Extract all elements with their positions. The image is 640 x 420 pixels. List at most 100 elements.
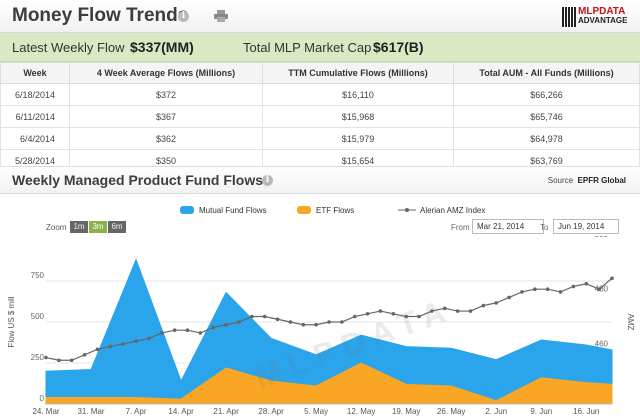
y2-tick-label: 480 [595,285,609,294]
amz-point [520,290,524,294]
table-header-row: Week 4 Week Average Flows (Millions) TTM… [0,62,640,84]
amz-point [275,317,280,322]
logo-line2: ADVANTAGE [578,16,628,25]
header-bar: Money Flow Trends i MLPDATA ADVANTAGE [0,0,640,33]
amz-point [237,320,241,324]
amz-point [327,320,331,324]
amz-point [69,358,74,363]
print-icon[interactable] [214,10,228,22]
cell-ttm: $16,110 [262,83,454,106]
cell-week: 6/4/2014 [0,127,70,150]
amz-point [211,325,216,330]
legend-label-amz: Alerian AMZ Index [420,206,486,215]
logo-line1: MLPDATA [578,6,626,17]
amz-point [494,301,499,305]
table-row: 6/11/2014 $367 $15,968 $65,746 [0,105,640,128]
from-label: From [451,223,470,232]
legend-item-etf[interactable]: ETF Flows [297,206,354,215]
legend-label-etf: ETF Flows [316,206,355,215]
x-tick-label: 12. May [347,407,375,416]
amz-point [352,314,357,319]
amz-point [44,355,48,360]
cell-aum: $65,746 [453,105,640,128]
y2-tick-label: 500 [595,236,609,239]
col-4wk-avg: 4 Week Average Flows (Millions) [69,62,263,84]
amz-point [507,295,511,300]
weekly-flow-label: Latest Weekly Flow [12,40,125,55]
source-note: Source EPFR Global [548,176,626,185]
to-date-input[interactable]: Jun 19, 2014 [553,219,619,234]
source-label: Source [547,176,574,185]
y2-axis-title: AMZ [626,314,635,331]
col-ttm: TTM Cumulative Flows (Millions) [262,62,454,84]
market-cap-value: $617(B) [373,39,424,55]
amz-point [404,314,408,319]
zoom-6m-button[interactable]: 6m [108,221,126,233]
amz-point [57,358,61,363]
from-date-input[interactable]: Mar 21, 2014 [472,219,544,234]
cell-week: 6/18/2014 [0,83,70,106]
amz-point [262,314,267,319]
amz-point [481,303,486,308]
amz-point [558,290,563,294]
legend-swatch-amz [398,208,416,212]
summary-bar: Latest Weekly Flow $337(MM) Total MLP Ma… [0,33,640,62]
legend-item-mutual[interactable]: Mutual Fund Flows [180,206,267,215]
y-axis-title: Flow US $ mill [7,296,16,347]
legend-swatch-etf [297,206,311,214]
zoom-3m-button[interactable]: 3m [89,221,107,233]
x-tick-label: 31. Mar [77,407,104,416]
market-cap-label: Total MLP Market Cap [243,40,372,55]
col-week: Week [0,62,70,84]
cell-ttm: $15,968 [262,105,454,128]
x-tick-label: 14. Apr [168,407,194,416]
amz-point [442,306,447,311]
mlpdata-logo: MLPDATA ADVANTAGE [562,6,632,27]
x-tick-label: 9. Jun [530,407,552,416]
x-tick-label: 28. Apr [258,407,284,416]
amz-point [147,336,151,341]
info-icon[interactable]: i [178,11,189,22]
amz-point [597,287,601,291]
table-row: 6/4/2014 $362 $15,979 $64,978 [0,127,640,150]
amz-point [314,322,318,327]
cell-avg: $367 [69,105,263,128]
to-label: To [540,223,549,232]
x-tick-label: 19. May [392,407,420,416]
weekly-flow-value: $337(MM) [130,39,194,55]
amz-point [185,328,190,332]
amz-point [391,312,396,316]
amz-point [95,347,100,352]
amz-point [121,342,125,346]
cell-aum: $66,266 [453,83,640,106]
amz-point [340,320,344,324]
cell-week: 6/11/2014 [0,105,70,128]
legend-swatch-mutual [180,206,194,214]
legend-item-amz[interactable]: Alerian AMZ Index [398,206,485,215]
chart-info-icon[interactable]: i [262,175,273,186]
y-tick-label: 250 [31,353,45,362]
x-tick-label: 5. May [304,407,328,416]
amz-point [134,339,138,343]
col-aum: Total AUM - All Funds (Millions) [453,62,640,84]
logo-mark [562,7,576,27]
x-tick-label: 24. Mar [32,407,59,416]
zoom-1m-button[interactable]: 1m [70,221,88,233]
chart-section-title: Weekly Managed Product Fund Flows [12,172,263,188]
amz-point [571,284,576,289]
amz-point [430,309,434,313]
amz-point [159,331,164,335]
amz-point [584,281,589,286]
y-tick-label: 750 [31,271,45,280]
cell-avg: $362 [69,127,263,150]
amz-point [417,314,421,319]
zoom-label: Zoom [46,223,67,232]
amz-point [250,314,254,319]
amz-point [533,287,537,291]
y2-tick-label: 460 [595,339,609,348]
page-title: Money Flow Trends [12,5,189,26]
amz-point [82,353,87,357]
amz-point [301,322,306,327]
amz-point [108,344,113,349]
